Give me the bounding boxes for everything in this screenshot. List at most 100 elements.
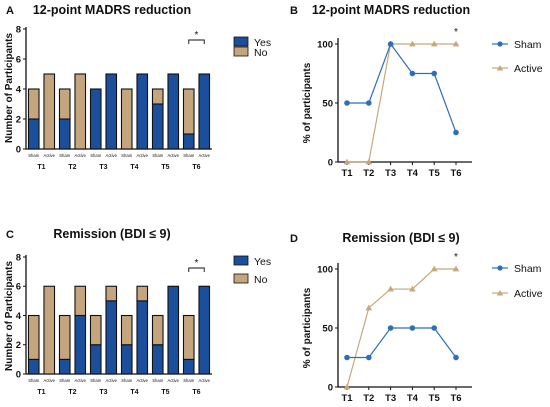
bar-yes-c bbox=[151, 344, 164, 375]
y-tick-label-c: 6 bbox=[16, 282, 21, 293]
bar-yes-c bbox=[58, 358, 71, 375]
x-tick-label-d: T3 bbox=[385, 393, 396, 404]
x-category-label-c: Active bbox=[75, 378, 87, 383]
panel-title-d: Remission (BDI ≤ 9) bbox=[342, 231, 459, 245]
series-line-active-d bbox=[346, 268, 456, 388]
legend-marker-active-d bbox=[496, 290, 504, 296]
significance-marker-b: * bbox=[454, 27, 458, 38]
significance-bracket-c bbox=[188, 267, 205, 272]
bar-no-a bbox=[120, 88, 133, 150]
panel-title-a: 12-point MADRS reduction bbox=[33, 3, 191, 17]
bar-yes-a bbox=[89, 88, 102, 150]
panel-title-b: 12-point MADRS reduction bbox=[312, 3, 470, 17]
bar-yes-c bbox=[27, 358, 40, 375]
x-timepoint-label-c: T4 bbox=[130, 389, 138, 396]
data-point-active-d bbox=[409, 285, 416, 292]
legend-label-no-a: No bbox=[254, 47, 268, 59]
x-timepoint-label-c: T1 bbox=[37, 389, 45, 396]
panel-title-c: Remission (BDI ≤ 9) bbox=[53, 227, 170, 241]
bar-no-a bbox=[151, 88, 164, 105]
legend-label-sham-d: Sham bbox=[514, 263, 542, 275]
bar-no-c bbox=[74, 285, 87, 317]
bar-no-a bbox=[27, 88, 40, 120]
bar-no-c bbox=[136, 285, 149, 302]
panel-b: B 12-point MADRS reduction % of particip… bbox=[290, 3, 543, 179]
legend-label-active-b: Active bbox=[514, 63, 543, 75]
x-category-label-c: Sham bbox=[59, 378, 70, 383]
x-timepoint-label-a: T6 bbox=[192, 164, 200, 171]
series-line-sham-d bbox=[347, 327, 457, 359]
x-category-label-c: Active bbox=[106, 378, 118, 383]
bar-yes-c bbox=[89, 344, 102, 375]
x-tick-label-d: T2 bbox=[363, 393, 374, 404]
data-point-active-d bbox=[452, 265, 460, 272]
legend-d: Sham Active bbox=[492, 263, 543, 300]
y-tick-label-a: 2 bbox=[16, 114, 21, 125]
bar-yes-c bbox=[198, 285, 211, 375]
x-category-label-a: Active bbox=[199, 153, 211, 158]
bar-yes-c bbox=[120, 344, 133, 375]
x-category-label-c: Sham bbox=[121, 378, 132, 383]
y-tick-label-b: 0 bbox=[328, 157, 333, 168]
data-point-active-d bbox=[365, 304, 373, 311]
y-axis-label-b: % of participants bbox=[302, 62, 313, 143]
data-point-active-b bbox=[343, 158, 351, 165]
x-timepoint-label-c: T5 bbox=[161, 389, 169, 396]
panel-label-b: B bbox=[290, 5, 298, 17]
x-category-label-c: Sham bbox=[152, 378, 163, 383]
y-tick-label-c: 2 bbox=[16, 340, 21, 351]
x-timepoint-label-a: T5 bbox=[161, 164, 169, 171]
bar-yes-a bbox=[105, 73, 118, 150]
panel-label-c: C bbox=[6, 229, 14, 241]
legend-swatch-yes-a bbox=[233, 36, 249, 47]
series-line-sham-b bbox=[347, 42, 457, 133]
x-tick-label-b: T1 bbox=[341, 168, 353, 179]
bar-yes-a bbox=[58, 118, 71, 150]
x-category-label-a: Sham bbox=[90, 153, 101, 158]
y-tick-label-c: 4 bbox=[16, 311, 22, 322]
bar-yes-a bbox=[167, 73, 180, 150]
panel-a: A 12-point MADRS reduction Number of Par… bbox=[4, 3, 271, 171]
data-point-sham-b bbox=[409, 70, 416, 77]
data-point-sham-b bbox=[366, 100, 372, 106]
bar-no-c bbox=[182, 314, 195, 360]
bar-yes-c bbox=[167, 285, 180, 375]
x-timepoint-label-c: T6 bbox=[192, 389, 200, 396]
x-category-label-a: Active bbox=[137, 153, 149, 158]
legend-label-active-d: Active bbox=[514, 288, 543, 300]
bar-yes-a bbox=[182, 133, 195, 150]
bar-yes-a bbox=[27, 118, 40, 150]
data-point-active-b bbox=[430, 40, 438, 47]
bar-yes-a bbox=[136, 73, 149, 150]
x-category-label-a: Active bbox=[106, 153, 118, 158]
x-category-label-a: Sham bbox=[59, 153, 70, 158]
data-point-sham-b bbox=[453, 129, 459, 136]
x-timepoint-label-c: T2 bbox=[68, 389, 76, 396]
plot-area-b: 0 50 100 T1 T2 T3 T4 T5 T6 * bbox=[317, 27, 472, 179]
bar-yes-c bbox=[74, 314, 87, 375]
data-point-sham-b bbox=[431, 70, 438, 77]
legend-label-sham-b: Sham bbox=[514, 39, 542, 51]
y-tick-label-b: 50 bbox=[322, 98, 333, 109]
bar-no-a bbox=[182, 88, 195, 135]
x-tick-label-d: T1 bbox=[341, 393, 353, 404]
x-tick-label-d: T4 bbox=[407, 393, 419, 404]
y-tick-label-c: 0 bbox=[16, 369, 21, 380]
legend-marker-active-b bbox=[496, 65, 504, 71]
x-category-label-c: Sham bbox=[28, 378, 39, 383]
data-point-sham-b bbox=[344, 100, 350, 106]
x-category-label-a: Sham bbox=[28, 153, 39, 158]
legend-swatch-yes-c bbox=[233, 255, 249, 266]
y-tick-label-d: 50 bbox=[322, 323, 333, 334]
x-category-label-c: Sham bbox=[90, 378, 101, 383]
y-axis-label-d: % of participants bbox=[302, 287, 313, 368]
x-category-label-a: Active bbox=[44, 153, 56, 158]
x-timepoint-label-a: T2 bbox=[68, 164, 76, 171]
x-category-label-a: Sham bbox=[152, 153, 163, 158]
x-category-label-c: Active bbox=[137, 378, 149, 383]
x-category-label-a: Sham bbox=[183, 153, 194, 158]
data-point-active-d bbox=[430, 265, 438, 272]
y-axis-label-c: Number of Participants bbox=[4, 261, 15, 371]
x-category-label-c: Active bbox=[199, 378, 211, 383]
